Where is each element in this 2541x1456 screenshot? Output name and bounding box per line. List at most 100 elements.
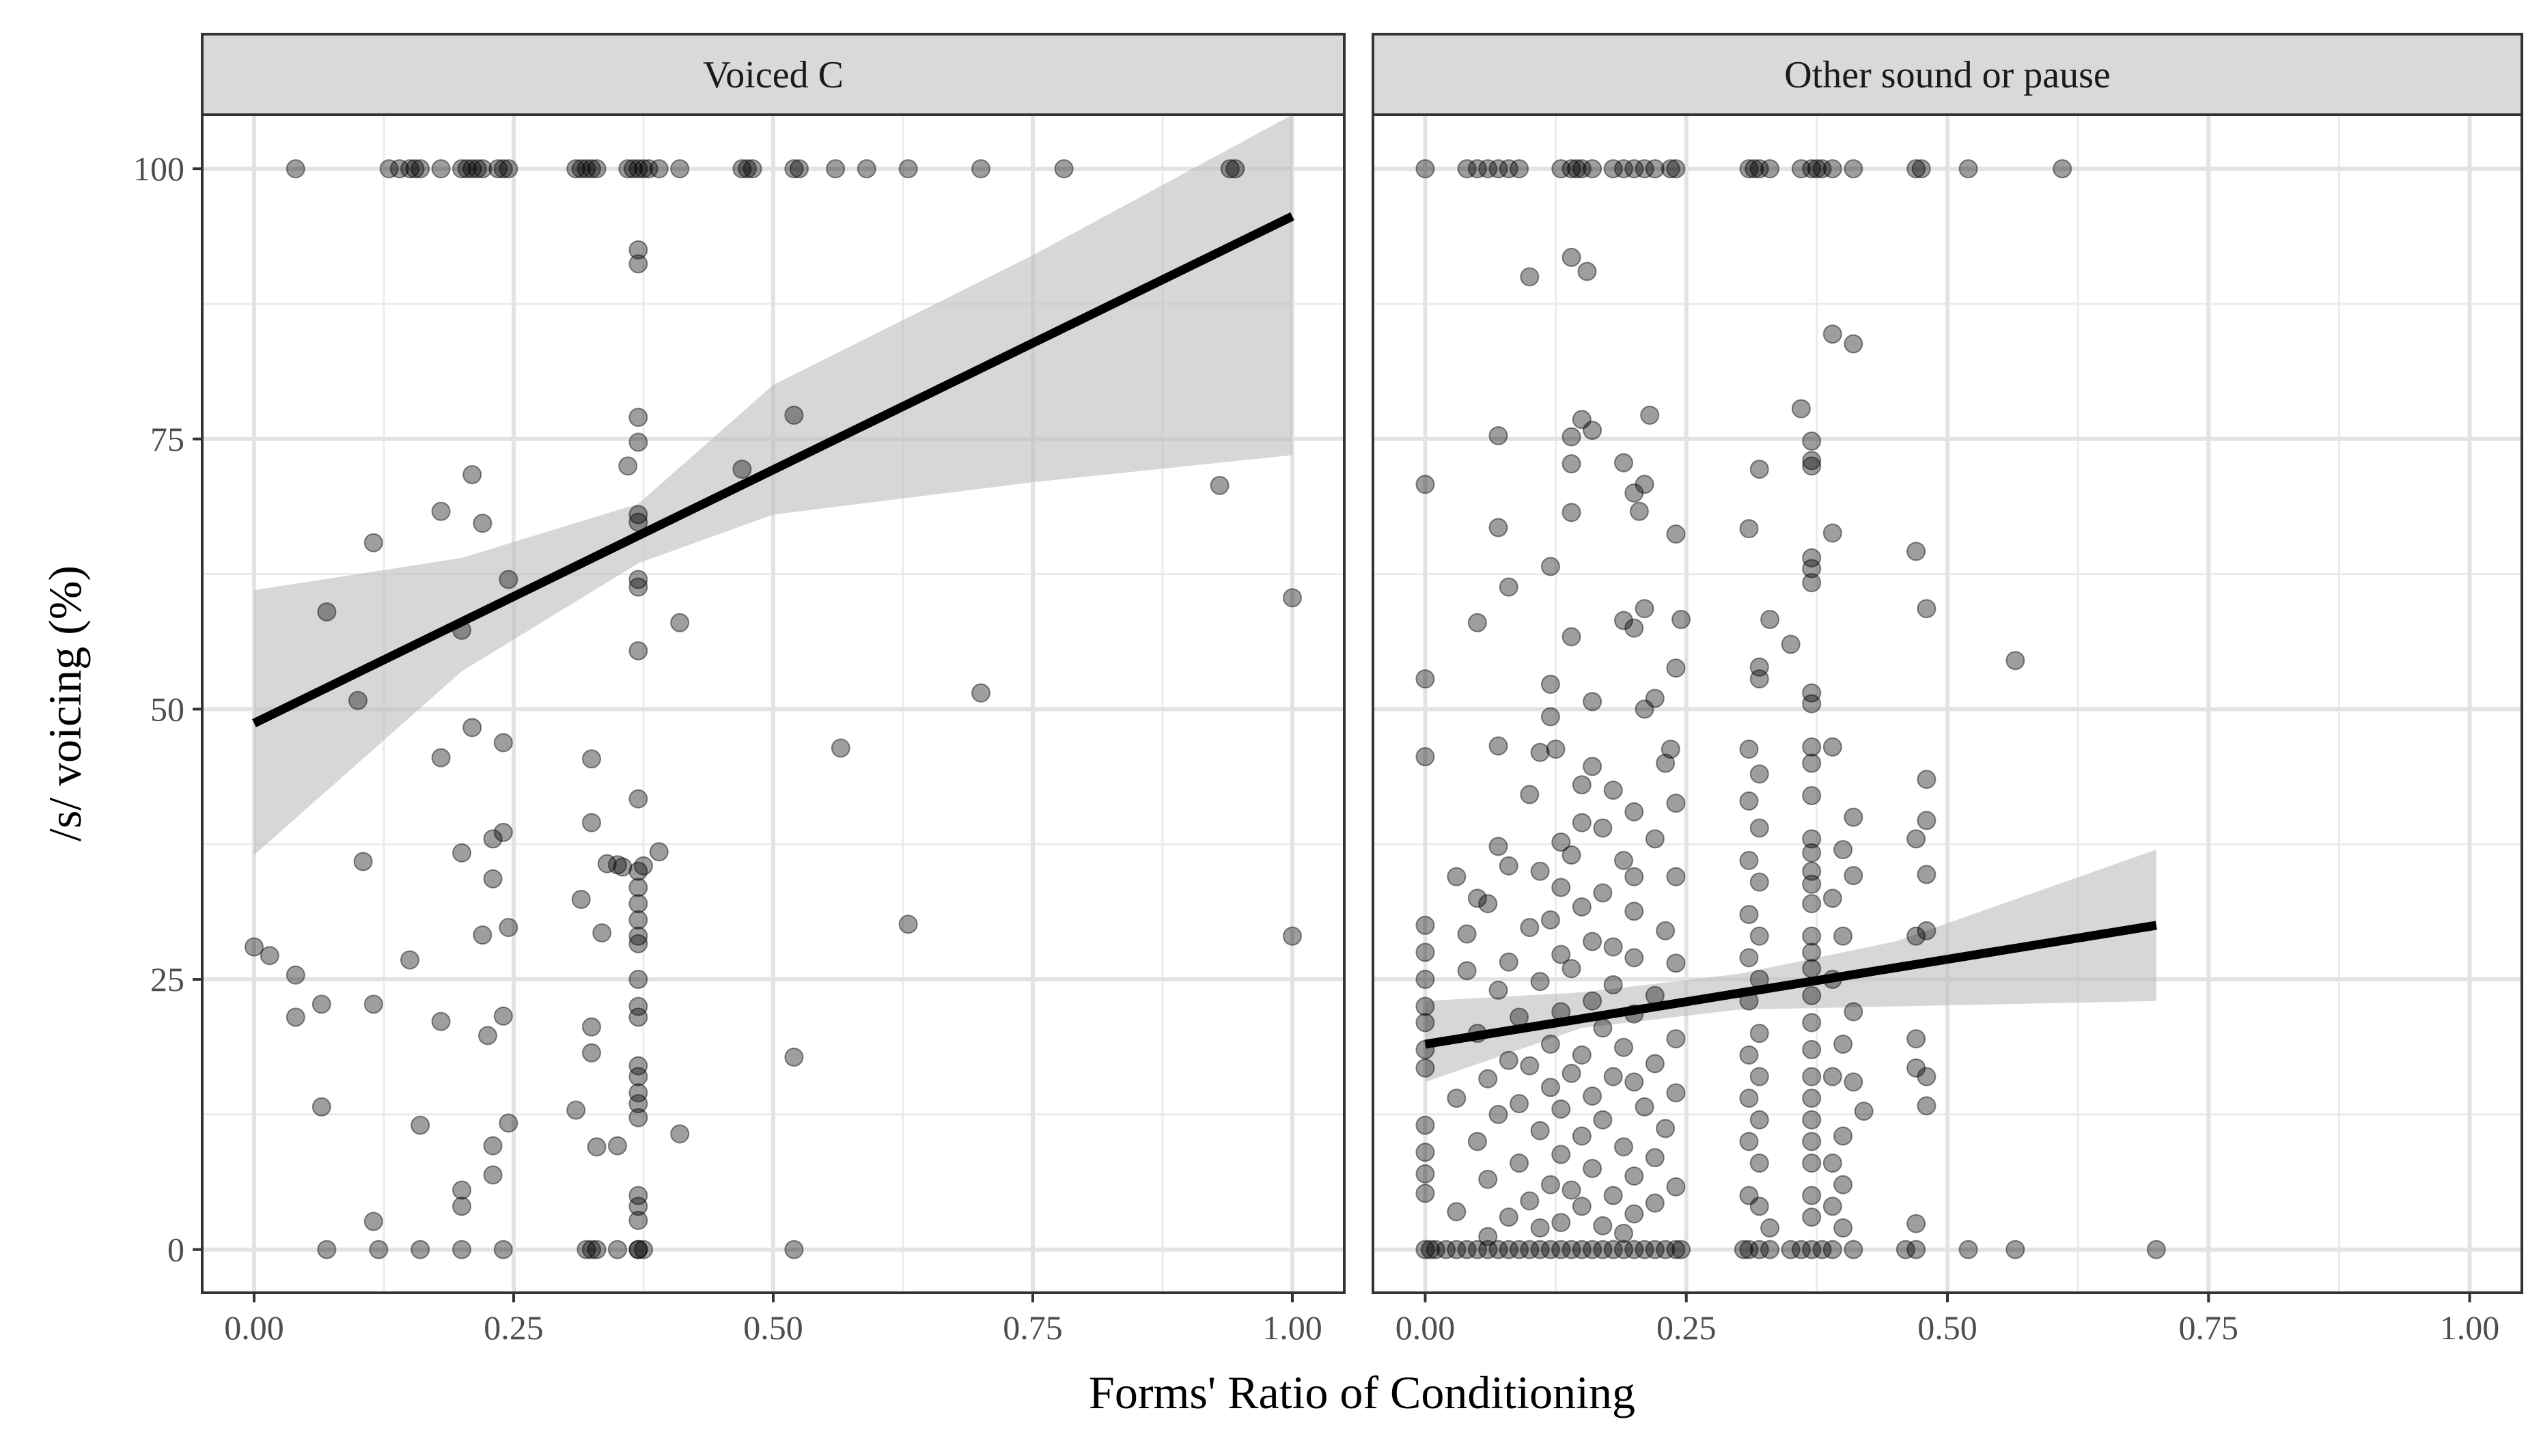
data-point: [431, 159, 451, 179]
data-point: [431, 748, 451, 768]
data-point: [462, 464, 482, 484]
data-point: [1671, 610, 1691, 630]
data-point: [1760, 1240, 1780, 1259]
data-point: [571, 159, 591, 179]
data-point: [1802, 683, 1822, 703]
data-point: [1661, 159, 1680, 179]
data-point: [1802, 456, 1822, 476]
data-point: [1666, 953, 1686, 973]
data-point: [1415, 1013, 1435, 1033]
data-point: [473, 925, 492, 945]
data-point: [1822, 737, 1842, 757]
data-point: [1520, 1240, 1540, 1259]
data-point: [499, 159, 518, 179]
panel-voiced-c: Voiced C 0.00 0.25 0.50 0.75 1.00 0 25 5…: [133, 33, 1346, 1347]
data-point: [628, 254, 648, 274]
data-point: [1593, 1240, 1613, 1259]
data-point: [566, 1100, 586, 1120]
data-point: [1583, 159, 1602, 179]
data-point: [260, 946, 279, 966]
data-point: [628, 934, 648, 953]
data-point: [1624, 948, 1644, 968]
panel-title: Voiced C: [703, 54, 844, 96]
x-tick-label: 0.75: [2179, 1308, 2239, 1347]
data-point: [1583, 1240, 1602, 1259]
data-point: [577, 159, 596, 179]
data-point: [286, 159, 305, 179]
data-point: [1530, 972, 1550, 992]
data-point: [1802, 942, 1822, 962]
data-point: [618, 159, 638, 179]
data-point: [1561, 1180, 1581, 1200]
data-point: [1802, 1110, 1822, 1130]
data-point: [1812, 1240, 1832, 1259]
data-point: [587, 159, 607, 179]
data-point: [1603, 781, 1623, 800]
data-point: [1613, 1037, 1633, 1057]
data-point: [623, 159, 643, 179]
data-point: [1583, 932, 1602, 951]
data-point: [1415, 1240, 1435, 1259]
data-point: [1551, 159, 1571, 179]
data-point: [1739, 791, 1759, 811]
data-point: [628, 1196, 648, 1216]
data-point: [431, 1011, 451, 1031]
data-point: [411, 1115, 430, 1135]
data-point: [1478, 159, 1498, 179]
data-point: [1415, 915, 1435, 935]
major-gridlines: [202, 115, 1344, 1293]
data-point: [1802, 753, 1822, 773]
data-point: [1488, 1104, 1508, 1124]
data-point: [1749, 818, 1769, 838]
data-point: [1572, 410, 1592, 430]
data-point: [628, 1210, 648, 1230]
data-point: [1629, 501, 1649, 521]
data-point: [1488, 426, 1508, 446]
data-point: [1906, 1058, 1926, 1078]
x-tick-label: 0.50: [1917, 1308, 1977, 1347]
data-point: [1635, 699, 1654, 719]
data-point: [1210, 475, 1230, 495]
data-points: [245, 159, 1302, 1259]
data-point: [369, 1240, 389, 1259]
data-point: [245, 937, 264, 957]
data-point: [2005, 651, 2025, 671]
data-point: [1656, 1119, 1676, 1138]
regression-line: [252, 212, 1294, 727]
data-point: [286, 965, 305, 985]
data-point: [1624, 1072, 1644, 1092]
data-point: [400, 950, 419, 970]
data-point: [1640, 405, 1660, 425]
data-point: [1220, 159, 1240, 179]
data-point: [1791, 399, 1811, 419]
data-point: [1624, 901, 1644, 921]
data-point: [1802, 548, 1822, 568]
data-point: [1540, 1175, 1560, 1194]
data-point: [1520, 785, 1540, 804]
data-point: [628, 1007, 648, 1027]
data-point: [628, 1240, 648, 1259]
data-point: [311, 1097, 331, 1117]
data-point: [1447, 1240, 1467, 1259]
data-point: [628, 432, 648, 452]
data-point: [1802, 1089, 1822, 1108]
data-point: [1822, 1153, 1842, 1173]
data-point: [1478, 1069, 1498, 1089]
data-point: [628, 970, 648, 990]
data-point: [1739, 739, 1759, 759]
data-point: [1457, 1240, 1477, 1259]
data-point: [898, 159, 918, 179]
data-point: [1734, 1240, 1753, 1259]
data-point: [582, 813, 601, 832]
data-point: [1624, 867, 1644, 886]
data-point: [457, 159, 477, 179]
data-point: [826, 159, 846, 179]
data-point: [411, 159, 430, 179]
data-point: [587, 1240, 607, 1259]
data-point: [628, 894, 648, 914]
data-point: [1844, 334, 1863, 354]
y-tick-label: 50: [150, 690, 184, 728]
data-point: [1510, 1240, 1529, 1259]
panel-other-sound-or-pause: Other sound or pause 0.00 0.25 0.50 0.75…: [1372, 33, 2523, 1347]
data-point: [1488, 518, 1508, 537]
